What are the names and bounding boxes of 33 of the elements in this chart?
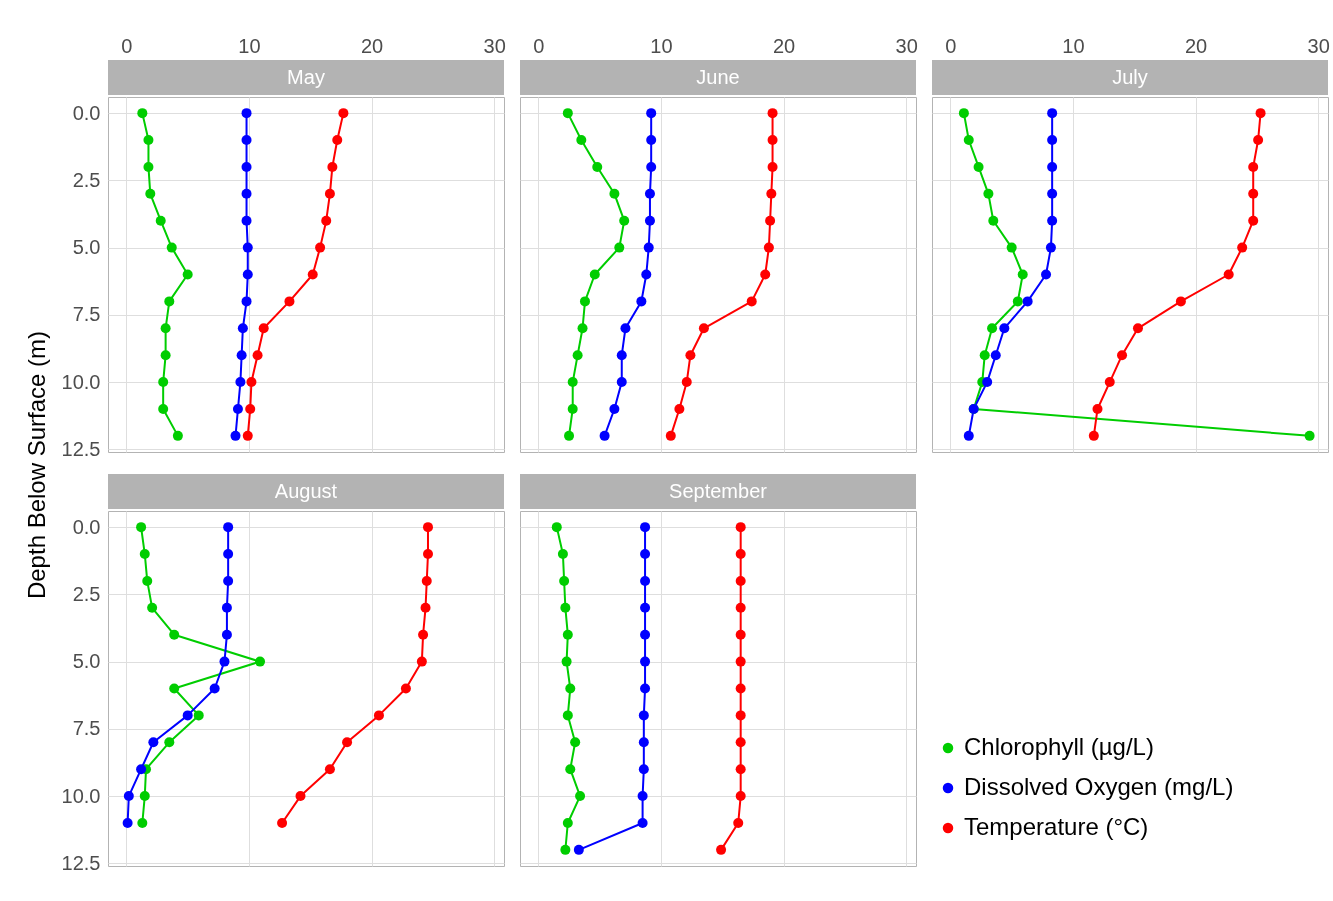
chart-title: June	[520, 60, 916, 95]
chart-title: August	[108, 474, 504, 509]
y-tick-label: 2.5	[72, 168, 101, 191]
x-tick-label: 30	[1307, 34, 1330, 57]
x-tick-label: 0	[121, 34, 133, 57]
chart-title: September	[520, 474, 916, 509]
chart-title: May	[108, 60, 504, 95]
y-tick-label: 12.5	[61, 851, 101, 874]
y-tick-label: 10.0	[61, 370, 101, 393]
x-tick-label: 10	[238, 34, 261, 57]
y-tick-label: 2.5	[72, 582, 101, 605]
y-tick-label: 5.0	[72, 236, 101, 259]
x-tick-label: 10	[1062, 34, 1085, 57]
y-tick-label: 5.0	[72, 650, 101, 673]
chart-title: July	[932, 60, 1328, 95]
legend-label: Chlorophyll (µg/L)	[964, 733, 1154, 760]
x-tick-label: 20	[772, 34, 796, 57]
y-axis-title: Depth Below Surface (m)	[23, 330, 51, 600]
y-tick-label: 7.5	[72, 303, 101, 326]
y-tick-label: 10.0	[61, 784, 101, 807]
y-tick-label: 0.0	[72, 101, 101, 124]
x-tick-label: 10	[650, 34, 673, 57]
x-tick-label: 20	[360, 34, 384, 57]
x-tick-label: 30	[483, 34, 506, 57]
x-tick-label: 0	[945, 34, 957, 57]
legend-label: Dissolved Oxygen (mg/L)	[964, 773, 1234, 800]
x-tick-label: 0	[533, 34, 545, 57]
x-tick-label: 30	[895, 34, 918, 57]
y-tick-label: 7.5	[72, 717, 101, 740]
y-tick-label: 12.5	[61, 437, 101, 460]
x-tick-label: 20	[1184, 34, 1208, 57]
legend-label: Temperature (°C)	[964, 813, 1149, 840]
y-tick-label: 0.0	[72, 515, 101, 538]
